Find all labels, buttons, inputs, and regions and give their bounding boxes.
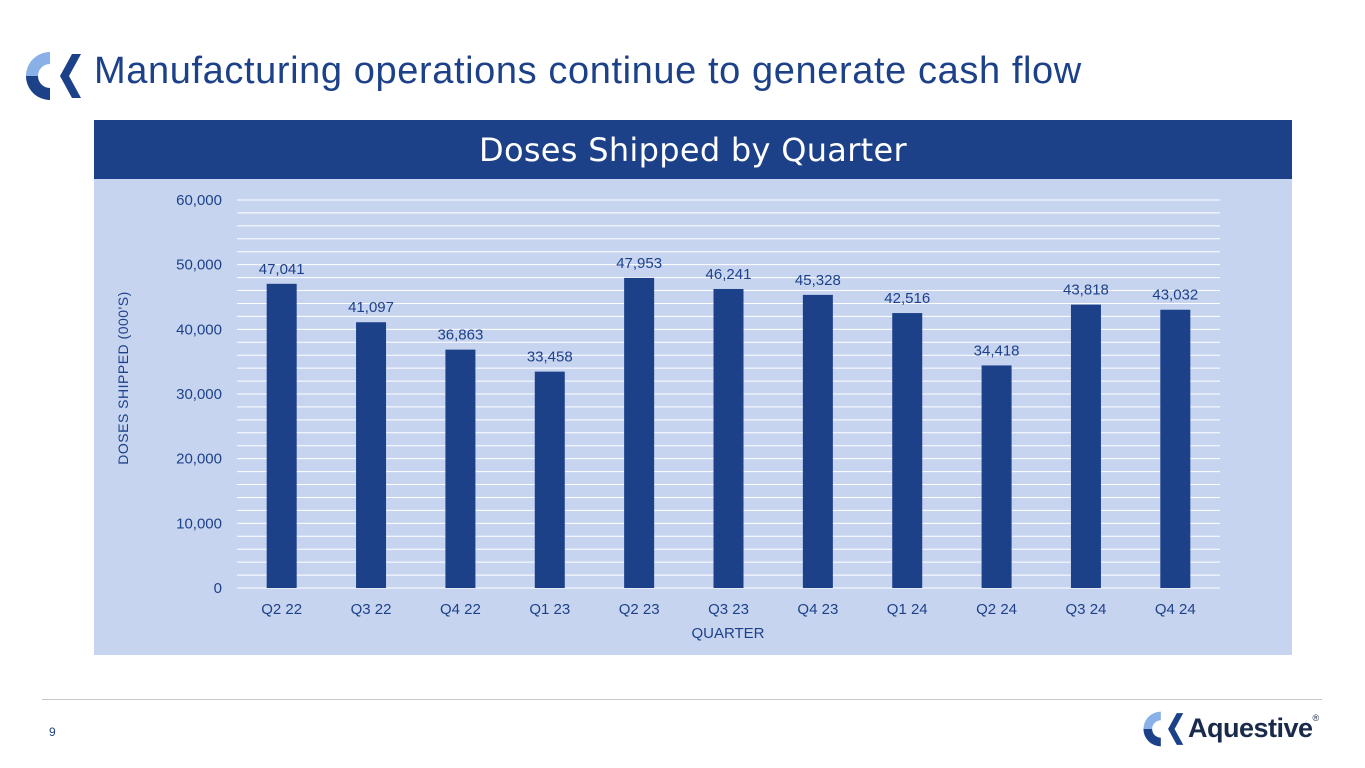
y-tick-label: 30,000: [176, 386, 222, 403]
data-label: 41,097: [348, 299, 394, 316]
chart-panel: Doses Shipped by Quarter 0 10,000 20,000 30…: [94, 120, 1292, 655]
data-label: 45,328: [795, 272, 841, 289]
data-label: 47,041: [259, 261, 305, 278]
data-label: 46,241: [706, 266, 752, 283]
bar: [981, 365, 1012, 588]
slide-title: Manufacturing operations continue to gen…: [94, 50, 1082, 92]
y-tick-label: 50,000: [176, 257, 222, 274]
x-tick-label: Q1 23: [529, 601, 570, 618]
x-tick-labels: Q2 22 Q3 22 Q4 22 Q1 23 Q2 23 Q3 23 Q4 23 Q1 24…: [261, 601, 1196, 618]
data-label: 43,032: [1152, 287, 1198, 304]
brand-name-text: Aquestive: [1188, 713, 1313, 743]
x-tick-label: Q4 24: [1155, 601, 1196, 618]
bar: [1070, 304, 1101, 588]
x-tick-label: Q2 22: [261, 601, 302, 618]
data-labels: 47,041 41,097 36,863 33,458 47,953 46,241 45,3…: [259, 255, 1199, 366]
x-tick-label: Q4 23: [797, 601, 838, 618]
x-tick-label: Q2 24: [976, 601, 1017, 618]
brand-name: Aquestive®: [1188, 713, 1319, 744]
x-tick-label: Q4 22: [440, 601, 481, 618]
bar: [356, 322, 387, 588]
registered-mark: ®: [1312, 713, 1320, 723]
y-tick-labels: 0 10,000 20,000 30,000 40,000 50,000 60,000: [176, 192, 222, 597]
y-tick-label: 40,000: [176, 321, 222, 338]
page-number: 9: [49, 725, 56, 739]
bar: [713, 288, 744, 588]
data-label: 42,516: [884, 290, 930, 307]
bar-chart: 0 10,000 20,000 30,000 40,000 50,000 60,000 47…: [115, 192, 1220, 642]
data-label: 34,418: [974, 342, 1020, 359]
bar: [534, 371, 565, 588]
y-tick-label: 60,000: [176, 192, 222, 209]
x-tick-label: Q1 24: [887, 601, 928, 618]
aquestive-logo-icon: [26, 52, 81, 100]
aquestive-logo-icon: [1143, 711, 1184, 747]
chart-title: Doses Shipped by Quarter: [94, 120, 1292, 179]
y-tick-label: 10,000: [176, 515, 222, 532]
bar: [266, 283, 297, 588]
data-label: 47,953: [616, 255, 662, 272]
footer-divider: [42, 699, 1322, 700]
x-tick-label: Q3 24: [1066, 601, 1107, 618]
bar: [445, 349, 476, 588]
y-tick-label: 0: [214, 580, 222, 597]
footer-brand-logo: Aquestive®: [1142, 710, 1322, 750]
bar: [624, 277, 655, 588]
x-axis-label: QUARTER: [691, 625, 764, 642]
x-tick-label: Q3 23: [708, 601, 749, 618]
data-label: 33,458: [527, 349, 573, 366]
x-tick-label: Q3 22: [351, 601, 392, 618]
x-tick-label: Q2 23: [619, 601, 660, 618]
data-label: 43,818: [1063, 282, 1109, 299]
bar: [802, 294, 833, 588]
y-tick-label: 20,000: [176, 451, 222, 468]
bar: [892, 313, 923, 588]
bars: [266, 277, 1191, 588]
bar: [1160, 309, 1191, 588]
data-label: 36,863: [437, 327, 483, 344]
y-axis-label: DOSES SHIPPED (000'S): [115, 291, 131, 464]
